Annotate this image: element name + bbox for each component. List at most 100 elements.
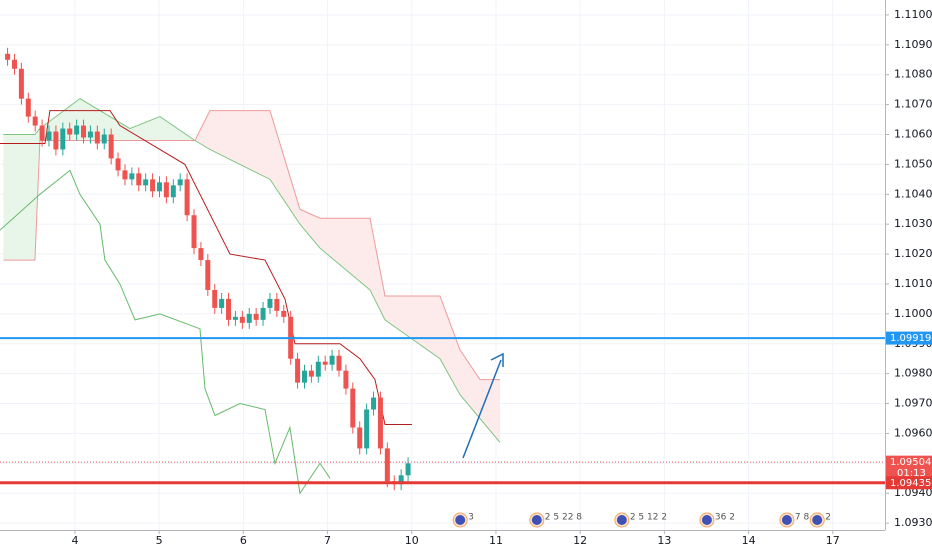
x-tick-label: 4: [71, 534, 78, 547]
x-tick-label: 10: [405, 534, 419, 547]
candle-body: [87, 131, 93, 138]
candle-body: [301, 370, 307, 383]
y-tick-label: 1.10900: [894, 38, 932, 51]
candle-body: [108, 134, 114, 159]
y-tick-label: 1.10200: [894, 247, 932, 260]
candle-body: [212, 289, 218, 308]
y-tick-label: 1.11000: [894, 8, 932, 21]
candle-body: [74, 125, 80, 135]
candle-body: [308, 370, 314, 377]
candle-body: [101, 134, 107, 144]
cloud-fill: [269, 110, 300, 225]
cloud-fill: [299, 209, 320, 249]
candle-body: [336, 355, 342, 371]
candle-body: [184, 179, 190, 216]
candle-body: [46, 131, 52, 141]
event-flag: [701, 515, 712, 525]
trend-arrow: [462, 359, 502, 459]
candle-body: [405, 463, 411, 476]
candle-body: [384, 448, 390, 482]
cloud-fill: [3, 134, 35, 261]
candle-body: [115, 158, 121, 171]
candle-body: [60, 128, 66, 150]
candle-body: [232, 316, 238, 320]
candle-body: [198, 248, 204, 261]
cloud-fill: [439, 295, 460, 395]
event-label: 2 5 12 2: [630, 513, 667, 523]
price-label: 1.09919: [890, 333, 931, 344]
y-tick-label: 1.09800: [894, 367, 932, 380]
candle-body: [205, 260, 211, 290]
event-label: 7 8: [795, 513, 810, 523]
candle-body: [219, 298, 225, 308]
candle-body: [143, 179, 149, 186]
price-label-box: [886, 476, 932, 490]
candle-body: [18, 68, 24, 99]
candle-body: [177, 179, 183, 186]
candle-body: [39, 125, 45, 141]
y-tick-label: 1.10100: [894, 277, 932, 290]
candle-body: [150, 179, 156, 192]
candle-body: [377, 397, 383, 449]
event-label: 2: [825, 513, 831, 523]
candle-body: [267, 298, 273, 308]
price-label: 1.09504: [890, 457, 931, 468]
candle-body: [260, 307, 266, 320]
candle-body: [357, 427, 363, 449]
x-tick-label: 5: [156, 534, 163, 547]
candle-body: [322, 361, 328, 365]
cloud-fill: [209, 110, 270, 180]
candle-body: [25, 98, 31, 117]
x-tick-label: 17: [826, 534, 840, 547]
candle-body: [122, 170, 128, 180]
y-tick-label: 1.10400: [894, 187, 932, 200]
candle-body: [239, 316, 245, 323]
candle-body: [343, 370, 349, 389]
candle-body: [5, 53, 11, 60]
cloud-fill: [319, 218, 370, 290]
x-tick-label: 7: [324, 534, 331, 547]
price-label: 1.09435: [890, 478, 931, 489]
cloud-fill: [479, 379, 500, 443]
cloud-fill: [159, 116, 195, 141]
y-tick-label: 1.09400: [894, 486, 932, 499]
candle-body: [274, 298, 280, 311]
candle-body: [136, 173, 142, 186]
y-tick-label: 1.10500: [894, 157, 932, 170]
candle-body: [246, 313, 252, 323]
y-tick-label: 1.09600: [894, 426, 932, 439]
candle-body: [156, 182, 162, 192]
x-tick-label: 13: [657, 534, 671, 547]
candle-body: [398, 475, 404, 485]
y-tick-label: 1.10300: [894, 217, 932, 230]
candle-body: [129, 173, 135, 180]
event-label: 3: [468, 513, 474, 523]
event-label: 36 2: [715, 513, 735, 523]
y-tick-label: 1.09300: [894, 516, 932, 529]
event-label: 2 5 22 8: [545, 513, 582, 523]
candle-body: [371, 397, 377, 410]
event-flag: [531, 515, 542, 525]
event-flag: [781, 515, 792, 525]
x-tick-label: 12: [573, 534, 587, 547]
y-tick-label: 1.10600: [894, 128, 932, 141]
candle-body: [81, 125, 87, 138]
candle-body: [281, 310, 287, 317]
candle-body: [315, 361, 321, 377]
event-flag: [812, 515, 823, 525]
candle-body: [11, 59, 17, 69]
candle-body: [226, 298, 232, 320]
arrow-head: [490, 352, 504, 367]
cloud-fill: [194, 110, 210, 150]
x-tick-label: 6: [240, 534, 247, 547]
y-tick-label: 1.10800: [894, 68, 932, 81]
cloud-span: [3, 98, 501, 443]
candle-body: [253, 313, 259, 320]
cloud-fill: [369, 218, 385, 320]
cloud-fill: [459, 349, 480, 419]
indicator-line: [0, 169, 331, 495]
cloud-fill: [129, 116, 160, 141]
cloud-span: [3, 110, 500, 381]
x-tick-label: 14: [742, 534, 756, 547]
